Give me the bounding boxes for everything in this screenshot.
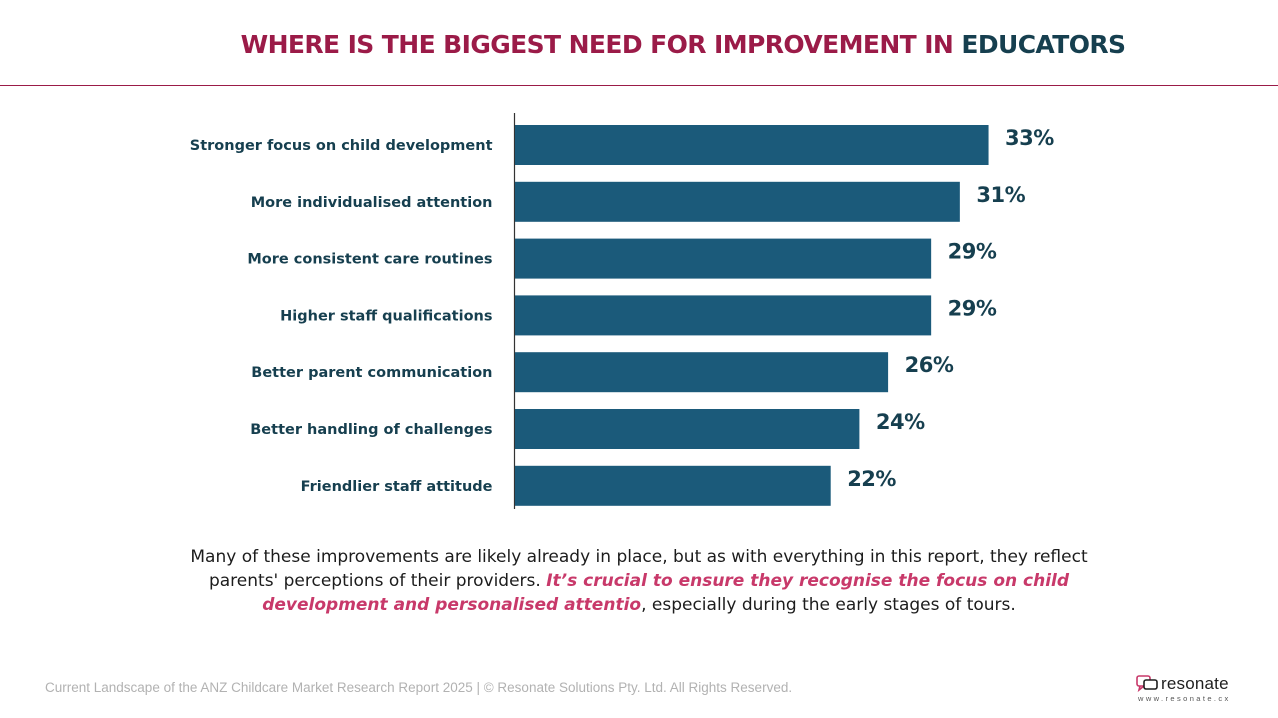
- value-label: 31%: [976, 183, 1025, 207]
- bar: [515, 295, 932, 336]
- value-label: 24%: [876, 410, 925, 434]
- value-label: 26%: [905, 353, 954, 377]
- bar: [515, 181, 960, 222]
- logo-url: www.resonate.cx: [1138, 694, 1231, 703]
- category-label: Higher staff qualifications: [280, 308, 492, 324]
- bar: [515, 238, 932, 279]
- commentary-text: Many of these improvements are likely al…: [160, 545, 1118, 617]
- commentary-part-2: , especially during the early stages of …: [641, 595, 1016, 615]
- bar: [515, 352, 889, 393]
- category-label: More consistent care routines: [247, 252, 492, 268]
- category-label: Better parent communication: [251, 365, 492, 381]
- category-label: More individualised attention: [251, 195, 493, 211]
- chat-bubbles-icon: [1136, 675, 1158, 693]
- category-label: Friendlier staff attitude: [301, 479, 493, 495]
- title-accent: EDUCATORS: [961, 30, 1126, 59]
- commentary-part-1: Many of these improvements are likely al…: [190, 547, 1088, 591]
- footer-copyright: Current Landscape of the ANZ Childcare M…: [45, 680, 793, 695]
- category-label: Stronger focus on child development: [190, 138, 493, 154]
- value-label: 33%: [1005, 126, 1054, 150]
- title-main: WHERE IS THE BIGGEST NEED FOR IMPROVEMEN…: [240, 30, 954, 59]
- bar: [515, 409, 860, 449]
- value-label: 29%: [948, 296, 997, 320]
- category-label: Better handling of challenges: [250, 422, 492, 438]
- page-title: WHERE IS THE BIGGEST NEED FOR IMPROVEMEN…: [0, 30, 1278, 59]
- resonate-logo: resonate www.resonate.cx: [1136, 674, 1246, 706]
- value-label: 22%: [847, 467, 896, 491]
- title-divider: [0, 85, 1278, 86]
- commentary-emphasis: It’s crucial to ensure they recognise th…: [262, 571, 1070, 615]
- value-label: 29%: [948, 240, 997, 264]
- bar-chart: Stronger focus on child development 33% Mo…: [190, 113, 1055, 509]
- bar: [515, 125, 989, 165]
- bar: [515, 465, 831, 506]
- logo-name: resonate: [1161, 674, 1229, 693]
